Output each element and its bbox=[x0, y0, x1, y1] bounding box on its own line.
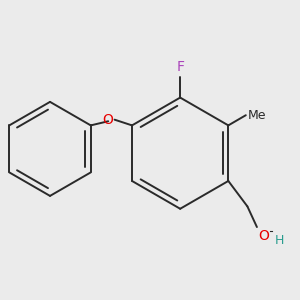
Text: O: O bbox=[102, 113, 113, 127]
Text: H: H bbox=[274, 234, 284, 247]
Text: Me: Me bbox=[248, 109, 266, 122]
Text: F: F bbox=[176, 60, 184, 74]
Text: O: O bbox=[258, 229, 269, 243]
